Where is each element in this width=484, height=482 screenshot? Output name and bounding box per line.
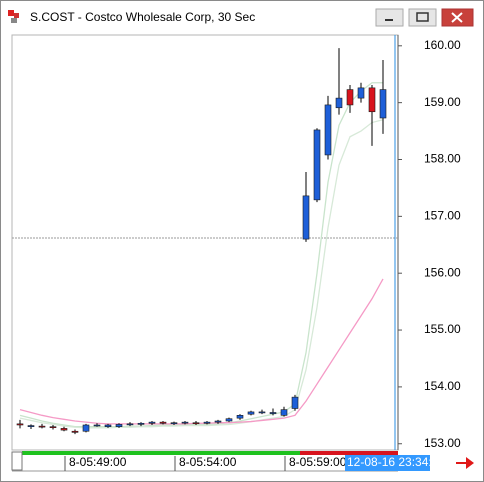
candle-body [269, 412, 277, 414]
scroll-box[interactable] [11, 451, 23, 471]
candle-body [346, 89, 354, 106]
y-tick-label: 158.00 [424, 152, 461, 166]
window-title: S.COST - Costco Wholesale Corp, 30 Sec [30, 10, 255, 24]
candle-body [115, 424, 123, 427]
candle-body [192, 422, 200, 425]
candle-body [379, 89, 387, 119]
y-tick-label: 155.00 [424, 322, 461, 336]
minimize-button[interactable] [375, 8, 404, 27]
candle-body [357, 87, 365, 99]
indicator-line [19, 278, 384, 425]
candle-body [38, 425, 46, 428]
y-tick-label: 160.00 [424, 38, 461, 52]
y-tick-label: 156.00 [424, 265, 461, 279]
y-tick-label: 153.00 [424, 436, 461, 450]
candle-body [93, 424, 101, 427]
candle-body [27, 425, 35, 427]
candle-body [104, 424, 112, 427]
cursor-label: 12-08-16 23:34:00 [347, 455, 445, 469]
candle-body [49, 426, 57, 428]
candle-body [368, 87, 376, 113]
y-tick-label: 159.00 [424, 95, 461, 109]
plot-area [11, 34, 399, 451]
app-icon [8, 10, 19, 23]
candle-body [82, 424, 90, 432]
session-bar [300, 451, 398, 455]
candle-body [148, 421, 156, 424]
x-tick-label: 8-05:49:00 [69, 455, 127, 469]
maximize-button[interactable] [408, 8, 437, 27]
candle-body [71, 430, 79, 433]
candle-body [313, 129, 321, 201]
candle-body [302, 195, 310, 240]
candle-body [214, 420, 222, 423]
candle-body [324, 104, 332, 156]
x-tick-label: 8-05:54:00 [179, 455, 237, 469]
candle-body [126, 423, 134, 426]
candle-body [225, 418, 233, 422]
candle-body [258, 411, 266, 414]
candle-body [236, 415, 244, 419]
candle-body [203, 421, 211, 424]
candle-body [159, 421, 167, 424]
candle-body [280, 409, 288, 416]
chart-marks: 153.00 154.00 155.00 156.00 157.00 158.00 159.… [12, 35, 461, 471]
session-bar [22, 451, 300, 455]
candle-body [291, 396, 299, 409]
y-tick-label: 157.00 [424, 209, 461, 223]
y-tick-label: 154.00 [424, 379, 461, 393]
indicator-line [19, 119, 384, 429]
close-button[interactable] [441, 8, 474, 27]
candle-body [16, 423, 24, 426]
cursor-label-bg [345, 455, 430, 471]
candle-body [170, 422, 178, 425]
candle-body [335, 97, 343, 109]
scroll-right-arrow[interactable] [456, 457, 474, 469]
candle-body [247, 411, 255, 415]
x-tick-label: 8-05:59:00 [289, 455, 347, 469]
indicator-line [19, 82, 383, 428]
candle-body [60, 428, 68, 431]
candle-body [137, 422, 145, 425]
candle-body [181, 421, 189, 424]
